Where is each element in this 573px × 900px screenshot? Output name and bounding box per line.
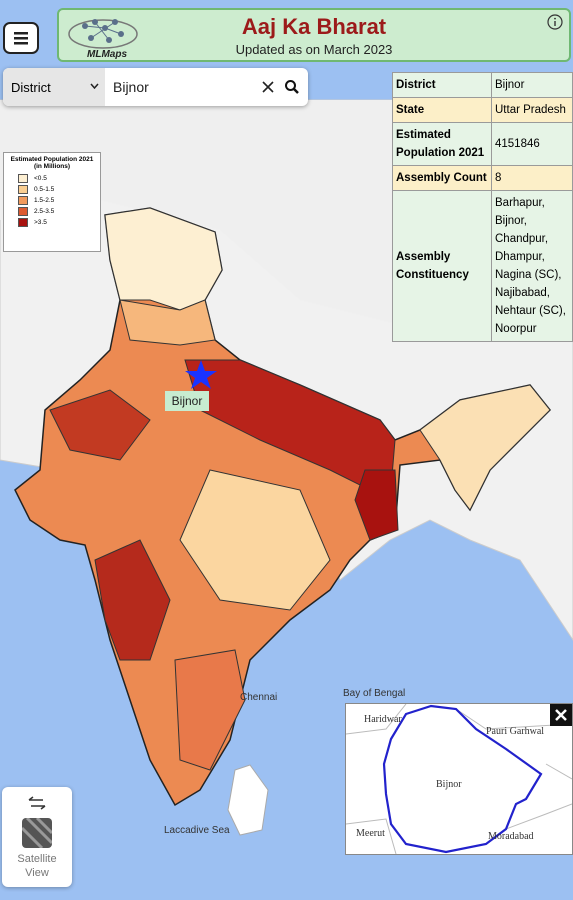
satellite-button[interactable]: Satellite View	[2, 787, 72, 887]
region-northeast	[419, 384, 551, 511]
subtitle: Updated as on March 2023	[235, 42, 393, 57]
inset-map: Haridwar Pauri Garhwal Bijnor Meerut Moradab…	[345, 703, 573, 855]
swap-icon	[28, 796, 46, 810]
menu-icon	[14, 32, 28, 45]
region-punjab	[119, 299, 216, 346]
region-bengal	[354, 469, 399, 541]
search-input[interactable]: Bijnor	[113, 79, 149, 95]
legend-items: <0.5 0.5-1.5 1.5-2.5 2.5-3.5 >3.5	[8, 173, 96, 228]
sri-lanka	[227, 764, 269, 836]
table-key: District	[392, 72, 492, 98]
map-label: Laccadive Sea	[164, 825, 230, 836]
clear-button[interactable]	[260, 79, 276, 95]
legend-swatch	[18, 196, 28, 205]
info-table: District Bijnor State Uttar Pradesh Estimate…	[392, 72, 573, 342]
legend-item: 2.5-3.5	[8, 206, 96, 217]
region-south	[174, 649, 246, 771]
inset-labels: Haridwar Pauri Garhwal Bijnor Meerut Moradab…	[356, 714, 544, 842]
dropdown-arrow	[90, 83, 99, 89]
table-value: 8	[491, 165, 573, 191]
table-row: District Bijnor	[392, 72, 573, 98]
info-icon[interactable]	[547, 14, 563, 30]
title: Aaj Ka Bharat	[241, 14, 387, 39]
table-key: Estimated Population 2021	[392, 122, 492, 166]
legend-label: 2.5-3.5	[34, 208, 55, 215]
legend-label: <0.5	[34, 175, 47, 182]
legend: Estimated Population 2021 (in Millions) …	[3, 152, 101, 252]
map-label: Bay of Bengal	[343, 688, 405, 699]
legend-label: >3.5	[34, 219, 47, 226]
filter-select[interactable]: District	[3, 68, 105, 106]
region-central	[179, 469, 331, 611]
district-outline	[382, 704, 543, 854]
logo-text: MLMaps	[87, 49, 127, 60]
filter-text: District	[11, 79, 51, 95]
table-row: Estimated Population 2021 4151846	[392, 122, 573, 166]
menu-button[interactable]	[3, 22, 39, 54]
legend-swatch	[18, 174, 28, 183]
table-key: Assembly Count	[392, 165, 492, 191]
legend-swatch	[18, 185, 28, 194]
marker-label-bg	[165, 391, 209, 411]
inset-label: Haridwar	[364, 714, 402, 725]
table-key: State	[392, 97, 492, 123]
inset-label: Meerut	[356, 828, 385, 839]
marker-label: Bijnor	[172, 394, 203, 408]
header: MLMaps Aaj Ka Bharat Updated as on March…	[57, 8, 571, 62]
table-row: Assembly Count 8	[392, 165, 573, 191]
region-west	[94, 539, 171, 661]
inset-svg: Haridwar Pauri Garhwal Bijnor Meerut Moradab…	[345, 703, 573, 855]
table-value: 4151846	[491, 122, 573, 166]
close-icon	[555, 709, 567, 721]
map-label: Chennai	[240, 692, 277, 703]
inset-label: Pauri Garhwal	[486, 726, 544, 737]
legend-item: 1.5-2.5	[8, 195, 96, 206]
table-value: Uttar Pradesh	[491, 97, 573, 123]
legend-item: >3.5	[8, 217, 96, 228]
close-inset[interactable]	[550, 704, 572, 726]
legend-label: 0.5-1.5	[34, 186, 55, 193]
table-row: Assembly Constituency Barhapur, Bijnor, C…	[392, 190, 573, 342]
satellite-thumb	[22, 818, 52, 848]
legend-item: <0.5	[8, 173, 96, 184]
location-marker[interactable]	[185, 360, 217, 389]
region-rajasthan	[49, 389, 151, 461]
legend-swatch	[18, 207, 28, 216]
inset-label: Bijnor	[436, 779, 462, 790]
legend-swatch	[18, 218, 28, 227]
legend-label: 1.5-2.5	[34, 197, 55, 204]
satellite-label: Satellite View	[17, 853, 57, 879]
logo: MLMaps	[68, 19, 138, 60]
table-key: Assembly Constituency	[392, 190, 492, 342]
inset-label: Moradabad	[488, 831, 534, 842]
legend-item: 0.5-1.5	[8, 184, 96, 195]
search-bar: District Bijnor	[3, 68, 308, 106]
table-value: Barhapur, Bijnor, Chandpur, Dhampur, Nag…	[491, 190, 573, 342]
table-value: Bijnor	[491, 72, 573, 98]
map-labels: Chennai Bay of Bengal Laccadive Sea	[164, 688, 405, 836]
search-button[interactable]	[284, 79, 300, 95]
legend-title: Estimated Population 2021 (in Millions)	[10, 156, 94, 170]
table-row: State Uttar Pradesh	[392, 97, 573, 123]
